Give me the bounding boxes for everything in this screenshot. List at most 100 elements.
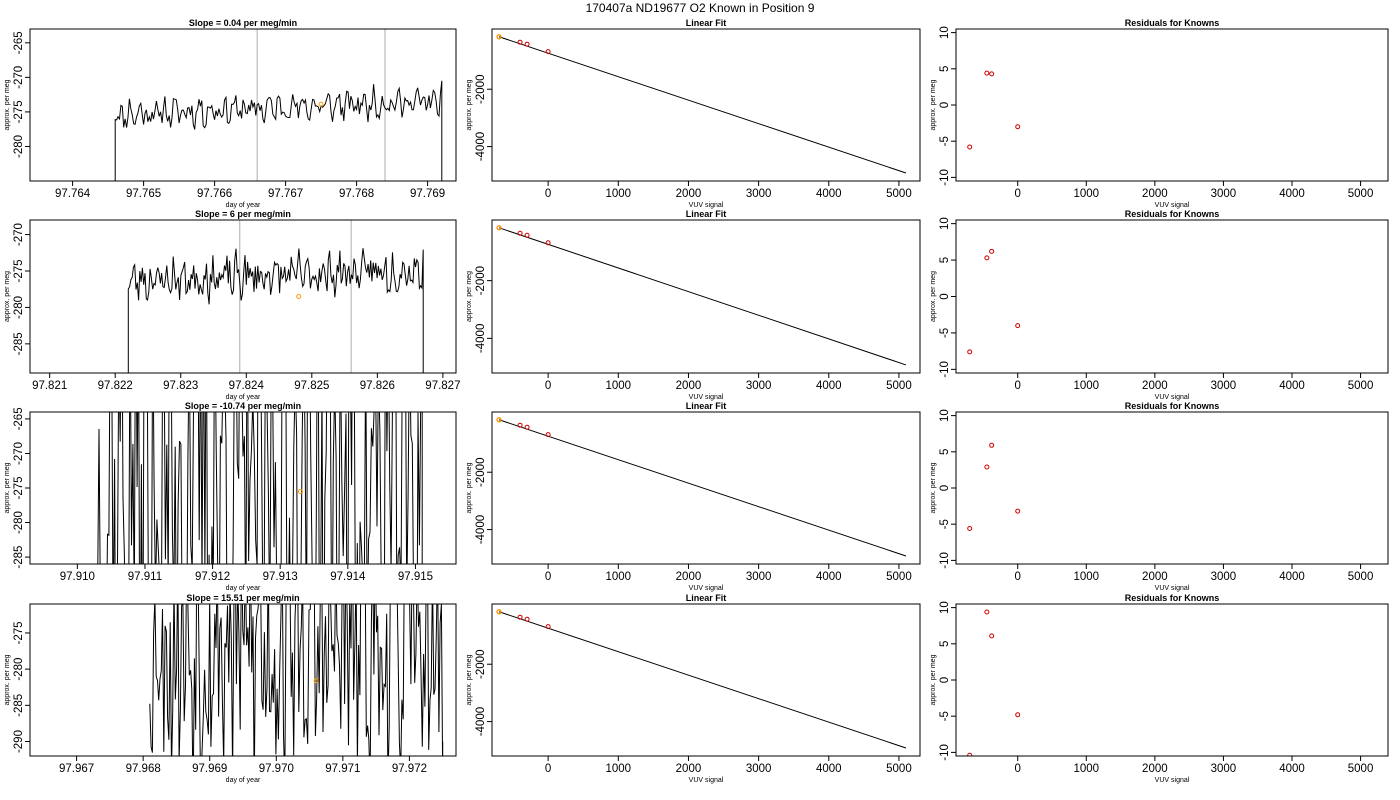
y-axis: -10 -5 0 5 10 approx. per meg [930, 217, 956, 378]
x-tick-label: 1000 [1073, 763, 1099, 775]
x-axis: 0 1000 2000 3000 4000 5000 VUV signal [1015, 373, 1373, 401]
y-axis-label: approx. per meg [930, 462, 937, 513]
y-tick-label: -5 [939, 519, 951, 529]
x-tick-label: 0 [1015, 380, 1021, 392]
x-tick-label: 1000 [1073, 571, 1099, 583]
figure-title: 170407a ND19677 O2 Known in Position 9 [586, 1, 815, 15]
data-trace [97, 412, 423, 564]
panel-linear-fit-row-4: Linear Fit 0 1000 2000 3000 4000 5000 VUV signa… [466, 593, 921, 784]
plot-frame [955, 411, 1389, 565]
y-tick-label: -275 [13, 100, 25, 123]
x-axis-label: day of year [226, 777, 261, 784]
x-axis-label: VUV signal [689, 202, 724, 209]
known-point [313, 678, 319, 684]
x-tick-label: 0 [545, 188, 551, 200]
x-tick-label: 97.970 [259, 763, 294, 775]
y-tick-label: -2000 [475, 650, 487, 679]
residual-point [989, 71, 995, 77]
fit-line [498, 611, 907, 749]
y-axis-label: approx. per meg [4, 462, 11, 513]
fit-point [545, 432, 551, 438]
x-tick-label: 97.767 [268, 188, 303, 200]
y-tick-label: -5 [939, 328, 951, 338]
x-tick-label: 0 [1015, 571, 1021, 583]
y-tick-label: 10 [939, 601, 951, 614]
y-axis: -280 -275 -270 -265 approx. per meg [4, 31, 30, 158]
panel-title: Residuals for Knowns [1125, 401, 1220, 411]
x-tick-label: 5000 [886, 763, 912, 775]
x-axis: 97.764 97.765 97.766 97.767 97.768 97.769 day … [55, 181, 445, 209]
x-tick-label: 97.825 [294, 380, 329, 392]
y-tick-label: -275 [13, 259, 25, 282]
x-tick-label: 97.826 [360, 380, 395, 392]
panel-title: Linear Fit [686, 209, 727, 219]
data-trace [114, 80, 443, 181]
fit-point [517, 230, 523, 236]
known-point [496, 417, 502, 423]
y-axis-label: approx. per meg [4, 79, 11, 130]
y-tick-label: -4000 [475, 132, 487, 161]
x-tick-label: 97.912 [195, 571, 230, 583]
x-tick-label: 4000 [816, 188, 842, 200]
x-axis: 97.821 97.822 97.823 97.824 97.825 97.826 97.8… [32, 373, 460, 401]
x-tick-label: 97.827 [425, 380, 460, 392]
x-tick-label: 97.911 [128, 571, 162, 583]
x-tick-label: 3000 [1211, 763, 1237, 775]
data-trace [149, 604, 444, 756]
x-tick-label: 1000 [605, 188, 631, 200]
fit-point [517, 39, 523, 45]
y-tick-label: -10 [939, 169, 951, 186]
x-tick-label: 97.822 [98, 380, 133, 392]
x-tick-label: 97.766 [197, 188, 232, 200]
residual-point [967, 144, 973, 150]
x-tick-label: 3000 [746, 188, 772, 200]
y-tick-label: 5 [939, 641, 951, 647]
y-tick-label: -10 [939, 744, 951, 761]
y-tick-label: -5 [939, 711, 951, 721]
panel-title: Residuals for Knowns [1125, 18, 1220, 28]
known-point [297, 488, 303, 494]
x-axis-label: VUV signal [689, 585, 724, 592]
panel-title: Slope = -10.74 per meg/min [185, 401, 301, 411]
y-tick-label: -10 [939, 361, 951, 378]
x-tick-label: 4000 [816, 571, 842, 583]
plot-area [114, 29, 443, 181]
x-tick-label: 97.968 [126, 763, 161, 775]
x-tick-label: 97.764 [55, 188, 91, 200]
y-tick-label: 10 [939, 409, 951, 422]
known-point [496, 34, 502, 40]
x-tick-label: 1000 [605, 380, 631, 392]
x-tick-label: 97.910 [60, 571, 95, 583]
y-tick-label: -280 [13, 135, 25, 158]
y-tick-label: 0 [939, 677, 951, 683]
x-tick-label: 2000 [676, 763, 702, 775]
plot-frame [491, 219, 921, 374]
residual-point [989, 633, 995, 639]
x-tick-label: 97.765 [126, 188, 161, 200]
x-tick-label: 5000 [1348, 571, 1374, 583]
panel-title: Residuals for Knowns [1125, 593, 1220, 603]
y-axis: -285 -280 -275 -270 approx. per meg [4, 223, 30, 355]
x-tick-label: 4000 [816, 380, 842, 392]
fit-point [545, 49, 551, 55]
y-tick-label: -275 [13, 476, 25, 499]
x-tick-label: 5000 [886, 380, 912, 392]
panel-time-series-row-3: Slope = -10.74 per meg/min 97.910 97.911 97… [4, 401, 457, 592]
y-axis: -10 -5 0 5 10 approx. per meg [930, 26, 956, 186]
plot-area [967, 248, 1021, 355]
panel-title: Linear Fit [686, 18, 727, 28]
x-tick-label: 3000 [1211, 188, 1237, 200]
y-tick-label: -5 [939, 136, 951, 146]
y-tick-label: 5 [939, 257, 951, 263]
plot-frame [491, 411, 921, 565]
x-tick-label: 0 [545, 571, 551, 583]
x-axis: 97.910 97.911 97.912 97.913 97.914 97.915 day … [60, 564, 433, 592]
plot-frame [491, 603, 921, 757]
residual-point [967, 752, 973, 756]
plot-area [496, 225, 907, 366]
x-axis-label: VUV signal [1155, 777, 1190, 784]
x-tick-label: 0 [545, 380, 551, 392]
